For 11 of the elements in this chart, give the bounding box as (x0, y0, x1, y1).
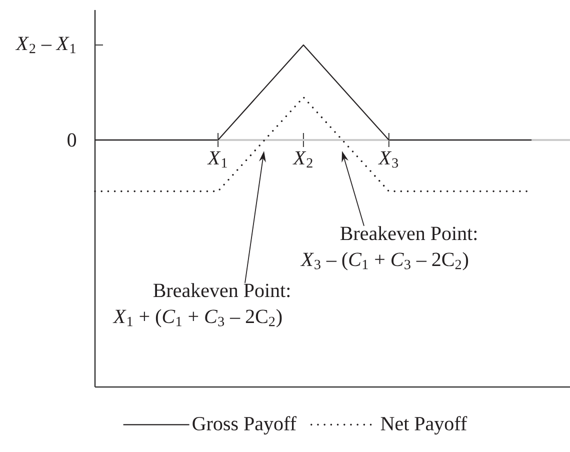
text: X$_{1}$ + (C$_{1}$ + C$_{3}$ – 2C$_{2}$) (112, 309, 282, 328)
text: X$_{3}$ – (C$_{1}$ + C$_{3}$ – 2C$_{2}$) (300, 252, 468, 270)
text: Breakeven Point: (153, 283, 290, 298)
x-tick-label: X$_{1}$ (207, 151, 227, 168)
legend-label: Gross Payoff (192, 416, 296, 435)
text: 0 (68, 133, 76, 147)
text: X$_{2}$ – X$_{1}$ (15, 36, 76, 54)
x-tick-label: X$_{3}$ (378, 151, 398, 168)
x-tick-label: X$_{2}$ (292, 151, 312, 168)
legend-label: Net Payoff (380, 416, 468, 435)
text: Breakeven Point: (340, 226, 477, 240)
